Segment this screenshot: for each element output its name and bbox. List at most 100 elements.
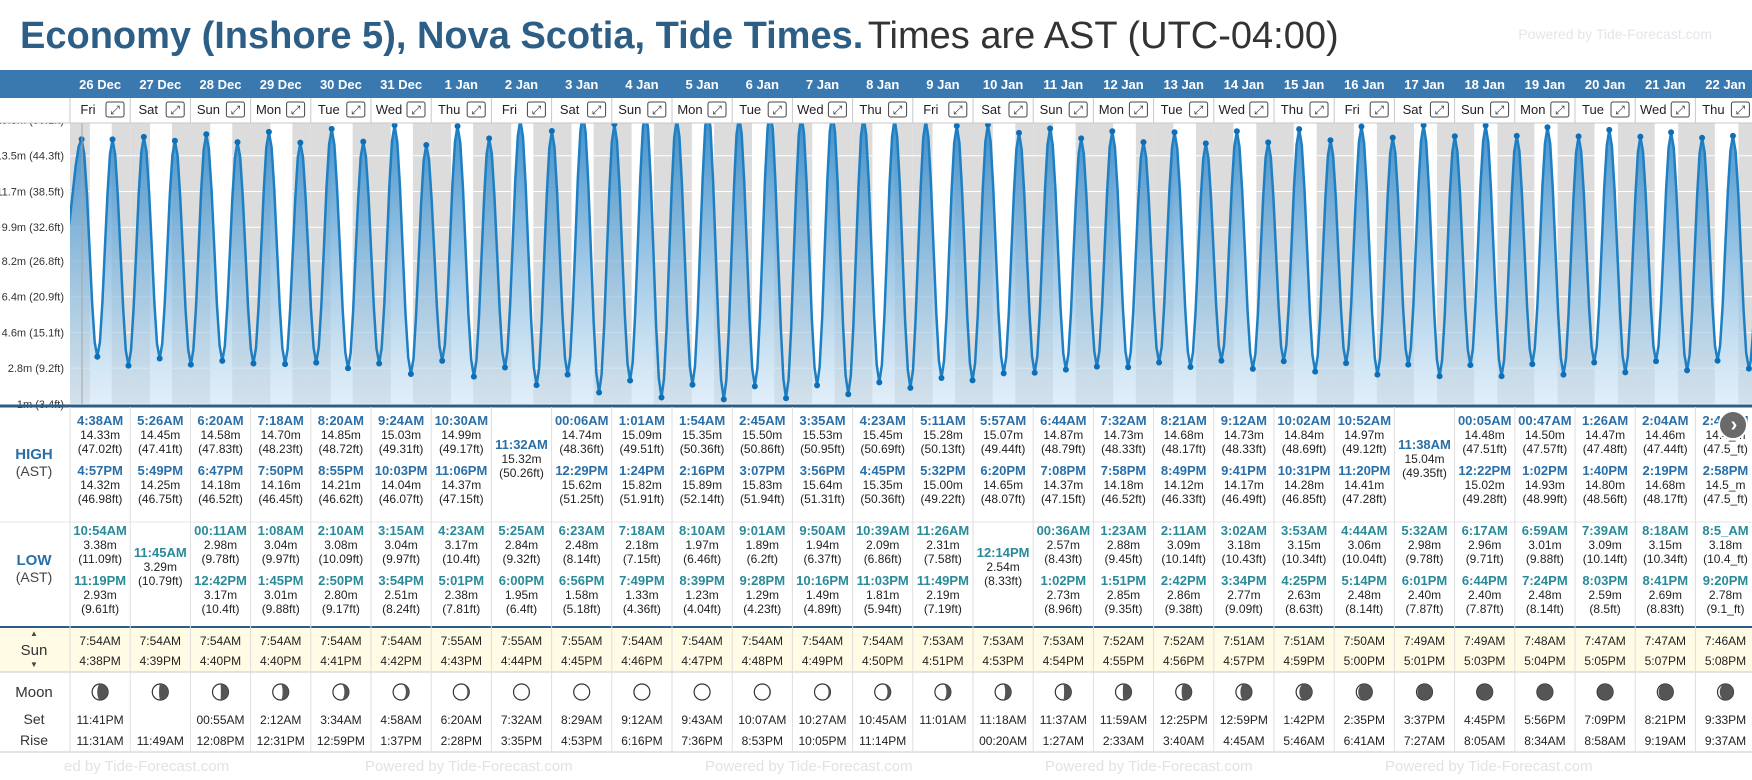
low-tide-point — [907, 384, 914, 391]
high-tide-height-ft: (47.28ft) — [1342, 492, 1387, 506]
expand-day-button — [105, 101, 125, 118]
moonrise-time: 1:27AM — [1043, 734, 1084, 748]
low-tide-point — [689, 381, 696, 388]
sunrise-time: 7:51AM — [1223, 634, 1264, 648]
low-tide-height-m: 2.57m — [1047, 538, 1080, 552]
sunset-time: 5:07PM — [1645, 654, 1686, 668]
moonset-row-label: Set — [23, 711, 44, 727]
high-tide-time: 2:19PM — [1643, 463, 1689, 478]
high-tide-time: 8:49PM — [1161, 463, 1207, 478]
sunset-time: 4:56PM — [1163, 654, 1204, 668]
expand-icon: ⤢ — [470, 103, 481, 117]
low-tide-point — [1062, 366, 1069, 373]
dow-label: Fri — [1345, 102, 1360, 117]
sunrise-time: 7:54AM — [260, 634, 301, 648]
high-tide-height-m: 14.68m — [1645, 478, 1685, 492]
high-tide-height-m: 15.32m — [501, 452, 541, 466]
low-tide-point — [187, 361, 194, 368]
low-tide-height-m: 3.01m — [1528, 538, 1561, 552]
low-tide-time: 11:49PM — [917, 573, 969, 588]
low-tide-time: 3:54PM — [378, 573, 424, 588]
low-tide-time: 6:56PM — [559, 573, 605, 588]
expand-icon: ⤢ — [531, 103, 542, 117]
moon-shadow — [280, 684, 289, 700]
low-tide-height-m: 2.19m — [926, 588, 959, 602]
moonrise-time: 7:36PM — [681, 734, 722, 748]
low-tide-height-ft: (8.14ft) — [1345, 602, 1383, 616]
high-tide-height-ft: (47.02ft) — [78, 442, 123, 456]
high-tide-time: 4:57PM — [77, 463, 123, 478]
moonset-time: 8:29AM — [561, 713, 602, 727]
y-tick-label: 4.6m (15.1ft) — [2, 327, 64, 339]
moonrise-time: 11:14PM — [859, 734, 906, 748]
moonrise-time: 8:34AM — [1524, 734, 1565, 748]
high-tide-time: 10:02AM — [1277, 413, 1330, 428]
moonset-time: 8:21PM — [1645, 713, 1686, 727]
high-tide-time: 6:44AM — [1040, 413, 1086, 428]
dow-label: Thu — [859, 102, 881, 117]
high-tide-point — [1729, 132, 1736, 139]
sunrise-time: 7:55AM — [501, 634, 542, 648]
high-tide-point — [454, 123, 461, 130]
sunset-time: 5:00PM — [1344, 654, 1385, 668]
low-tide-time: 12:14PM — [977, 545, 1030, 560]
low-tide-point — [938, 374, 945, 381]
low-tide-height-ft: (5.94ft) — [864, 602, 902, 616]
expand-icon: ⤢ — [892, 103, 903, 117]
high-tide-height-m: 14.25m — [140, 478, 180, 492]
dow-label: Mon — [256, 102, 281, 117]
high-tide-point — [140, 133, 147, 140]
expand-day-button — [1670, 101, 1690, 118]
low-tide-height-ft: (10.34ft) — [1643, 552, 1688, 566]
high-tide-height-ft: (48.36ft) — [559, 442, 604, 456]
dow-label: Sun — [1461, 102, 1484, 117]
low-tide-time: 4:23AM — [438, 523, 484, 538]
high-tide-height-ft: (48.33ft) — [1222, 442, 1267, 456]
high-tide-height-m: 14.28m — [1284, 478, 1324, 492]
high-tide-time: 7:50PM — [258, 463, 304, 478]
sunrise-time: 7:54AM — [802, 634, 843, 648]
expand-day-button — [767, 101, 787, 118]
low-tide-height-ft: (10.4ft) — [442, 552, 480, 566]
high-tide-time: 5:49PM — [138, 463, 184, 478]
low-tide-time: 5:25AM — [498, 523, 544, 538]
expand-day-button — [286, 101, 306, 118]
low-tide-height-ft: (10.09ft) — [319, 552, 364, 566]
low-tide-height-ft: (10.04ft) — [1342, 552, 1387, 566]
low-tide-height-ft: (4.89ft) — [803, 602, 841, 616]
high-tide-point — [265, 128, 272, 135]
high-row-label: HIGH — [15, 446, 53, 463]
high-tide-time: 3:35AM — [799, 413, 845, 428]
high-tide-height-ft: (47.57ft) — [1523, 442, 1568, 456]
high-tide-point — [1699, 134, 1706, 141]
high-tide-time: 4:23AM — [860, 413, 906, 428]
high-tide-height-ft: (46.98ft) — [78, 492, 123, 506]
dow-label: Thu — [438, 102, 460, 117]
low-tide-height-ft: (9.61ft) — [81, 602, 119, 616]
low-tide-height-m: 3.18m — [1709, 538, 1742, 552]
low-tide-height-m: 2.73m — [1047, 588, 1080, 602]
low-tide-point — [1498, 373, 1505, 380]
low-tide-time: 5:14PM — [1342, 573, 1388, 588]
moon-shadow — [1658, 684, 1674, 700]
low-tide-height-m: 1.81m — [866, 588, 899, 602]
high-tide-height-ft: (47.83ft) — [198, 442, 243, 456]
sunrise-time: 7:52AM — [1103, 634, 1144, 648]
low-tide-height-m: 2.31m — [926, 538, 959, 552]
high-tide-height-ft: (49.17ft) — [439, 442, 484, 456]
low-tide-time: 6:00PM — [499, 573, 545, 588]
moon-phase-icon — [633, 683, 651, 701]
high-tide-height-m: 15.03m — [381, 428, 421, 442]
low-tide-height-m: 1.29m — [746, 588, 779, 602]
expand-day-button — [1008, 101, 1028, 118]
high-tide-height-ft: (49.51ft) — [620, 442, 665, 456]
low-tide-time: 2:50PM — [318, 573, 364, 588]
low-tide-height-m: 2.86m — [1167, 588, 1200, 602]
expand-day-button — [948, 101, 968, 118]
expand-icon: ⤢ — [1133, 103, 1144, 117]
high-tide-height-m: 14.37m — [441, 478, 481, 492]
expand-day-button — [1429, 101, 1449, 118]
low-tide-time: 2:11AM — [1161, 523, 1207, 538]
high-tide-height-ft: (48.07ft) — [981, 492, 1026, 506]
watermark-bottom-4: Powered by Tide-Forecast.com — [1045, 758, 1253, 775]
